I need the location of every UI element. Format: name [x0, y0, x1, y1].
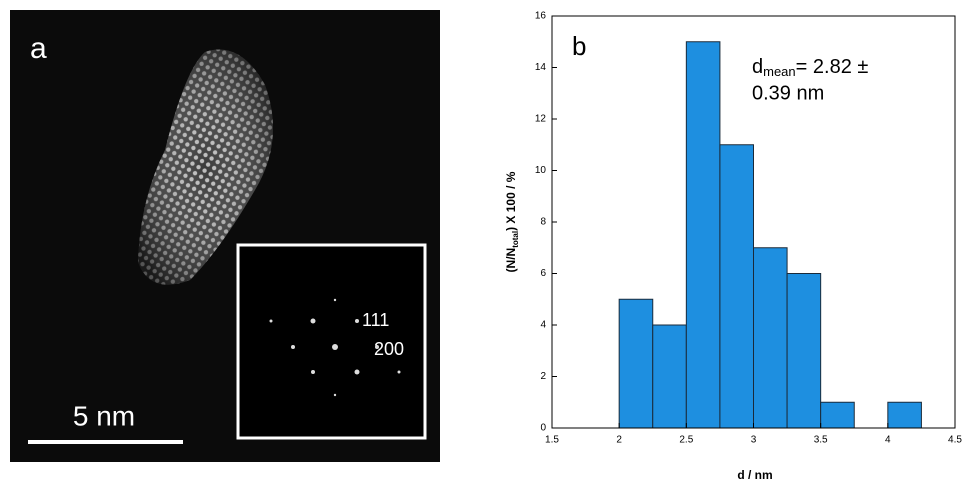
y-tick-label: 8	[540, 217, 546, 228]
y-label-main: (N/N	[504, 248, 518, 273]
nanoparticle-shade	[138, 49, 273, 285]
y-tick-label: 16	[535, 11, 547, 22]
bar	[820, 401, 855, 429]
panel-label: b	[572, 31, 586, 61]
y-tick-label: 6	[540, 268, 546, 279]
annotation-text: = 2.82 ±	[796, 56, 869, 78]
y-axis-label: (N/Ntotal) X 100 / %	[504, 171, 520, 272]
bar	[786, 273, 822, 429]
annotation-symbol: d	[752, 56, 763, 78]
x-tick-label: 1.5	[545, 435, 559, 446]
y-tick-label: 14	[535, 62, 547, 73]
y-label-subscript: total	[511, 231, 520, 248]
fft-spots	[269, 298, 401, 397]
bar	[887, 401, 922, 429]
y-label-rest: ) X 100 / %	[504, 171, 518, 231]
y-tick-label: 10	[535, 165, 547, 176]
x-tick-label: 3	[751, 435, 757, 446]
inset-label: 111	[362, 310, 389, 330]
micrograph: a 5 nm 111 200	[10, 10, 440, 462]
annotation-subscript: mean	[763, 64, 796, 79]
panel-label: a	[30, 32, 47, 65]
fft-inset	[236, 243, 427, 440]
annotation: dmean= 2.82 ±	[752, 56, 868, 79]
annotation-line: 0.39 nm	[752, 82, 824, 104]
scale-bar-label: 5 nm	[73, 400, 135, 431]
inset-label: 200	[374, 339, 404, 359]
bar	[719, 144, 755, 429]
bar	[652, 324, 687, 429]
x-axis-label: d / nm	[737, 468, 772, 482]
bar	[753, 247, 788, 429]
y-tick-label: 12	[535, 114, 547, 125]
x-tick-label: 3.5	[814, 435, 828, 446]
histogram-chart: b dmean= 2.82 ± 0.39 nm d / nm (N/Ntotal…	[504, 11, 962, 483]
y-tick-label: 0	[540, 423, 546, 434]
y-tick-label: 2	[540, 371, 546, 382]
bar	[685, 41, 721, 429]
y-tick-label: 4	[540, 320, 546, 331]
x-tick-label: 4.5	[948, 435, 962, 446]
x-tick-label: 2.5	[679, 435, 693, 446]
x-tick-label: 2	[616, 435, 622, 446]
x-tick-label: 4	[885, 435, 891, 446]
bar	[618, 298, 654, 429]
